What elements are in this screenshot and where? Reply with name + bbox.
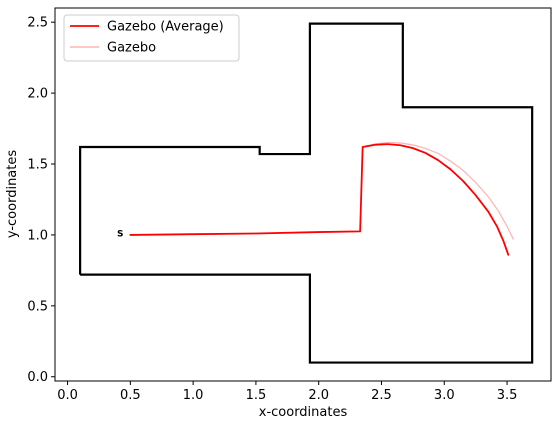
y-ticks: 0.0 0.5 1.0 1.5 2.0 2.5 bbox=[27, 16, 55, 385]
x-tick-label: 0.0 bbox=[57, 388, 78, 403]
y-tick-label: 0.0 bbox=[27, 370, 48, 385]
y-tick-label: 1.0 bbox=[27, 228, 48, 243]
y-axis-label: y-coordinates bbox=[5, 150, 20, 238]
x-tick-label: 0.5 bbox=[120, 388, 141, 403]
environment-walls bbox=[79, 22, 534, 364]
legend-label: Gazebo (Average) bbox=[107, 20, 224, 35]
x-tick-label: 2.5 bbox=[371, 388, 392, 403]
series-line-gazebo-average bbox=[129, 143, 510, 256]
axes-frame bbox=[54, 7, 552, 382]
legend-label: Gazebo bbox=[107, 41, 156, 56]
x-tick-label: 3.5 bbox=[497, 388, 518, 403]
series-line-gazebo bbox=[362, 141, 514, 240]
plot-content: S bbox=[79, 22, 534, 364]
legend: Gazebo (Average) Gazebo bbox=[63, 14, 240, 62]
start-marker: S bbox=[117, 230, 123, 240]
x-axis-label: x-coordinates bbox=[259, 405, 348, 420]
y-tick-label: 2.5 bbox=[27, 16, 48, 31]
y-tick-label: 1.5 bbox=[27, 158, 48, 173]
legend-box bbox=[63, 14, 240, 62]
x-tick-label: 3.0 bbox=[434, 388, 455, 403]
x-tick-label: 1.5 bbox=[246, 388, 267, 403]
x-tick-label: 2.0 bbox=[308, 388, 329, 403]
y-tick-label: 2.0 bbox=[27, 87, 48, 102]
y-tick-label: 0.5 bbox=[27, 299, 48, 314]
x-ticks: 0.0 0.5 1.0 1.5 2.0 2.5 3.0 3.5 bbox=[57, 381, 517, 403]
x-tick-label: 1.0 bbox=[183, 388, 204, 403]
